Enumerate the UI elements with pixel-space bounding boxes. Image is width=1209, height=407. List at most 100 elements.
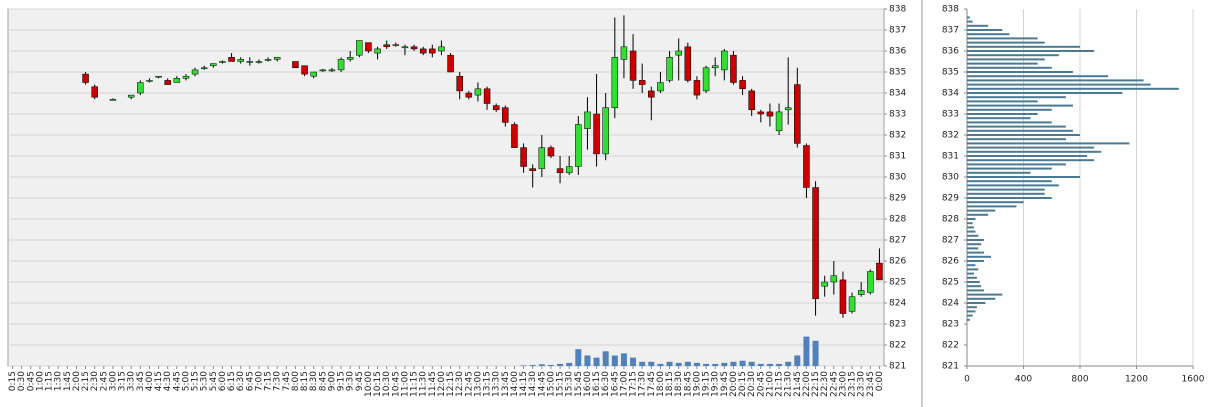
candle-body [529,168,536,171]
candle-body [365,42,372,52]
volume-bar [593,357,600,366]
profile-bar [967,83,1151,86]
candle-body [876,262,883,281]
profile-bar [967,155,1088,157]
candle-body [684,46,692,81]
candle-body [666,57,673,81]
candle-body [255,61,263,63]
volume-bar [693,362,700,366]
y-tick-label: 836 [889,47,906,57]
candle-body [757,111,765,115]
profile-bar [967,37,1038,40]
profile-bar [967,167,1052,170]
x-tick-label: 15:15 [556,371,566,397]
volume-bar [666,361,673,366]
profile-bar [967,117,1031,120]
candle-body [711,65,719,69]
profile-bar [967,197,1052,199]
profile-bar [967,96,1066,99]
profile-bar [967,255,992,258]
y-tick-label: 821 [889,362,906,372]
candle-body [292,61,299,69]
volume-bar [712,363,719,366]
candle-body [328,69,336,72]
candle-body [465,92,473,98]
y-tick-label: 832 [942,131,959,141]
y-tick-label: 837 [942,26,959,36]
candle-body [511,124,518,148]
candle-body [483,88,491,104]
x-tick-label: 17:00 [619,371,629,397]
y-tick-label: 830 [942,173,959,183]
y-tick-label: 828 [889,215,906,225]
candle-body [273,57,281,60]
x-tick-label: 1:30 [54,371,64,391]
candle-body [492,105,500,111]
profile-bar [967,192,1045,195]
candle-body [629,50,637,81]
profile-bar [967,205,1017,208]
x-tick-label: 20:30 [747,371,757,397]
profile-bar [967,138,1066,141]
candle-body [155,75,162,78]
x-tick-label: 9:15 [337,371,347,391]
x-tick-label: 17:30 [638,371,648,397]
x-tick-label: 5:00 [181,371,191,391]
volume-bar [639,361,646,366]
profile-bar [967,171,1031,174]
x-tick-label: 15:00 [546,371,556,397]
candle-body [857,290,865,295]
profile-bar [967,209,996,212]
profile-bar [967,104,1073,107]
profile-bar [967,33,1010,36]
y-tick-label: 823 [942,320,959,330]
profile-bar [967,260,984,262]
y-tick-label: 824 [942,299,959,309]
profile-bar [967,310,976,313]
x-tick-label: 18:15 [665,371,675,397]
x-tick-label: 0 [964,375,970,385]
candle-body [474,88,482,96]
profile-bar [967,247,979,250]
y-tick-label: 837 [889,26,906,36]
volume-bar [757,363,764,366]
x-tick-label: 0:45 [26,371,36,391]
y-tick-label: 828 [942,215,959,225]
profile-bar [967,20,973,23]
profile-bar [967,66,1052,69]
candle-body [739,80,746,90]
volume-bar [766,363,773,366]
candle-body [146,80,153,82]
profile-bar [967,188,1045,191]
candle-body [620,46,628,60]
y-tick-label: 835 [889,68,906,78]
profile-bar [967,314,973,317]
candle-body [502,107,509,123]
x-tick-label: 1:00 [35,371,45,391]
x-tick-label: 23:15 [848,371,858,397]
x-tick-label: 10:00 [364,371,374,397]
profile-bar [967,239,984,241]
x-tick-label: 17:45 [647,371,657,397]
y-tick-label: 834 [942,89,959,99]
x-tick-label: 7:30 [273,371,283,391]
candle-body [456,75,463,92]
profile-bar [967,268,979,271]
candle-body [447,54,454,73]
x-tick-label: 16:15 [592,371,602,397]
x-tick-label: 20:45 [756,371,766,397]
volume-bar [703,363,710,366]
x-tick-label: 1:15 [45,371,55,391]
x-tick-label: 8:30 [309,371,319,391]
x-tick-label: 21:15 [775,371,785,397]
candle-body [565,166,573,174]
profile-bar [967,71,1073,73]
volume-bar [566,362,573,366]
x-tick-label: 11:45 [428,371,438,397]
y-tick-label: 827 [889,236,906,246]
candle-body [91,86,98,98]
x-tick-label: 18:00 [656,371,666,397]
x-tick-label: 12:15 [446,371,456,397]
